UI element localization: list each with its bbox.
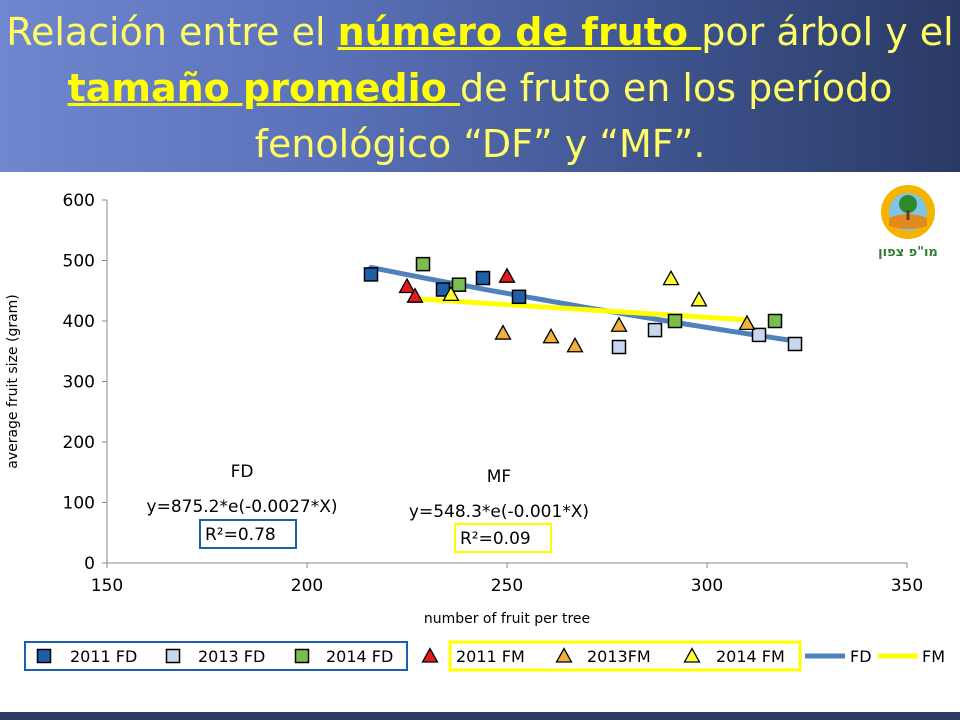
point-2013-fd	[787, 336, 803, 352]
title-text: por árbol y el	[701, 10, 954, 54]
point-2014-fm	[662, 269, 680, 286]
point-2013-fd	[611, 339, 627, 355]
point-2013fm	[610, 316, 628, 332]
legend-label: 2013FM	[587, 647, 651, 666]
slide-title: Relación entre el número de fruto por ár…	[0, 4, 960, 172]
legend-label: FM	[922, 647, 945, 666]
legend-label: 2013 FD	[198, 647, 265, 666]
point-2014-fm	[442, 285, 460, 302]
point-2013fm	[566, 336, 584, 353]
northern-rd-logo: מו"פ צפון	[878, 185, 938, 260]
chart-axes: 0 100 200 300 400 500 600 150 200 250 300 350 number…	[5, 191, 923, 627]
trendlines	[368, 265, 798, 344]
title-emphasis-average-size: tamaño promedio	[67, 66, 460, 110]
point-2013-fd	[751, 327, 767, 343]
x-axis-label: number of fruit per tree	[424, 611, 590, 627]
title-line-3: fenológico “DF” y “MF”.	[254, 122, 706, 166]
chart-annotations: FD y=875.2*e(-0.0027*X) R²=0.78 MF y=548…	[147, 462, 589, 553]
legend-label: 2011 FD	[70, 647, 137, 666]
point-2014-fd	[451, 277, 467, 292]
slide-content	[0, 172, 960, 720]
chart-legend: 2011 FD 2013 FD 2014 FD 2011 FM 2013FM 2014 F…	[24, 640, 945, 672]
legend-marker-2013-fd	[165, 648, 181, 664]
legend-label: 2014 FD	[326, 647, 393, 666]
legend-marker-2011-fm	[421, 647, 439, 663]
legend-fd-frame	[24, 641, 408, 671]
y-tick-label: 300	[63, 373, 95, 393]
point-2013-fd	[647, 322, 663, 338]
y-tick-label: 0	[84, 554, 95, 574]
trendline-fd	[368, 265, 798, 344]
legend-marker-2011-fd	[36, 648, 52, 664]
logo-field-icon	[889, 214, 927, 229]
mf-r2-box	[454, 523, 552, 553]
title-text: de fruto en los período	[460, 66, 893, 110]
y-tick-label: 400	[63, 312, 95, 332]
title-emphasis-number-of-fruit: número de fruto	[337, 10, 702, 54]
legend-fm-frame	[448, 640, 802, 672]
y-tick-label: 600	[63, 191, 95, 211]
point-2013fm	[542, 327, 560, 344]
title-line-1: Relación entre el número de fruto por ár…	[0, 4, 960, 60]
y-tick-label: 200	[63, 433, 95, 453]
legend-label: 2014 FM	[716, 647, 785, 666]
data-points	[363, 256, 803, 355]
x-tick-label: 300	[691, 576, 723, 596]
point-2014-fd	[767, 313, 783, 329]
logo-tree-icon	[899, 195, 917, 213]
point-2011-fm	[398, 277, 416, 294]
point-2013fm	[738, 314, 756, 331]
point-2011-fd	[511, 289, 527, 305]
scatter-chart: 0 100 200 300 400 500 600 150 200 250 300 350 number…	[5, 191, 945, 672]
mf-r2: R²=0.09	[460, 529, 531, 549]
y-tick-label: 100	[63, 494, 95, 514]
point-2014-fm	[690, 291, 708, 307]
legend-label: FD	[850, 647, 872, 666]
x-tick-label: 200	[291, 576, 323, 596]
fd-r2-box	[199, 519, 297, 549]
x-tick-label: 250	[491, 576, 523, 596]
fd-r2: R²=0.78	[205, 525, 276, 545]
mf-label: MF	[487, 467, 511, 487]
legend-marker-2014-fd	[294, 648, 310, 664]
x-tick-label: 150	[91, 576, 123, 596]
title-line-2: tamaño promedio de fruto en los período	[0, 60, 960, 116]
legend-label: 2011 FM	[456, 647, 525, 666]
fd-equation: y=875.2*e(-0.0027*X)	[147, 497, 338, 517]
x-tick-label: 350	[891, 576, 923, 596]
point-2014-fd	[415, 256, 431, 272]
point-2013fm	[494, 324, 512, 340]
logo-trunk-icon	[906, 210, 910, 220]
point-2011-fm	[498, 267, 516, 283]
point-2011-fd	[475, 270, 491, 286]
y-axis-label: average fruit size (gram)	[5, 294, 21, 469]
logo-text: מו"פ צפון	[878, 245, 938, 260]
legend-marker-2013fm	[555, 647, 573, 663]
y-tick-label: 500	[63, 252, 95, 272]
fd-label: FD	[231, 462, 254, 482]
point-2014-fd	[667, 313, 683, 329]
point-2011-fd	[363, 267, 379, 282]
mf-equation: y=548.3*e(-0.001*X)	[409, 502, 589, 522]
legend-marker-2014-fm	[683, 647, 701, 663]
point-2011-fm	[406, 287, 424, 303]
bottom-strip	[0, 712, 960, 720]
trendline-fm	[412, 296, 750, 323]
title-text: Relación entre el	[6, 10, 338, 54]
slide-header: Relación entre el número de fruto por ár…	[0, 0, 960, 172]
